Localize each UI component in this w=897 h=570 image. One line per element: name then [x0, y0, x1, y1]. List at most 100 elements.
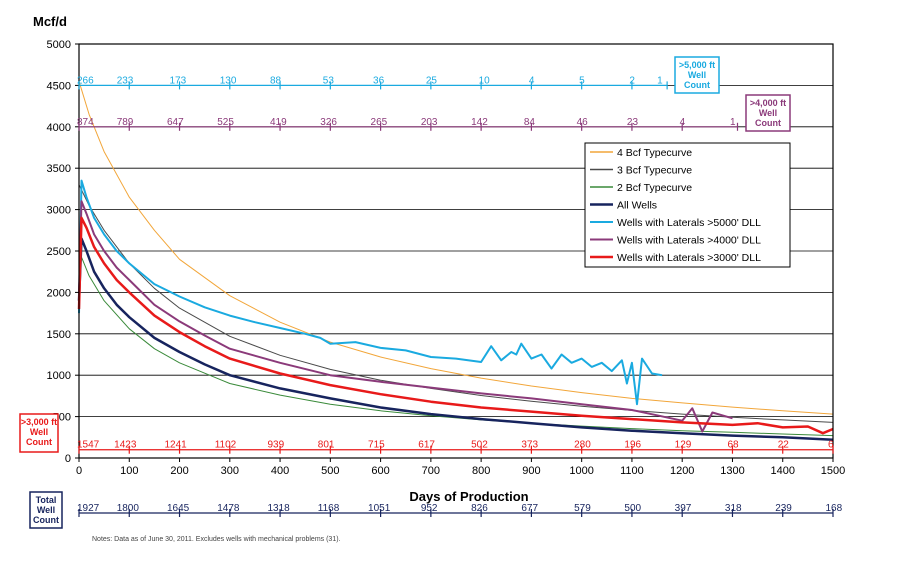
well-count-label-line: Count — [26, 437, 52, 447]
series-line-wells-with-laterals-5000-dll — [78, 179, 663, 406]
well-count-value: 1478 — [217, 503, 240, 514]
y-tick-label: 2000 — [47, 287, 71, 299]
series-line-all-wells — [77, 237, 834, 442]
well-count-value: 1927 — [77, 503, 100, 514]
well-count-label-box — [19, 413, 59, 453]
well-count-label-line: Count — [755, 118, 781, 128]
well-count-value: 1 — [730, 117, 736, 128]
well-count-value: 4 — [529, 75, 535, 86]
x-axis-label: Days of Production — [409, 489, 528, 504]
y-tick-label: 4000 — [47, 122, 71, 134]
well-count-label-line: Count — [684, 80, 710, 90]
y-tick-label: 1000 — [47, 370, 71, 382]
well-count-value: 789 — [117, 117, 134, 128]
legend-label: Wells with Laterals >4000' DLL — [617, 235, 761, 247]
well-count-value: 4 — [680, 117, 686, 128]
well-count-value: 801 — [318, 440, 335, 451]
well-count-value: 280 — [574, 440, 591, 451]
y-axis-label: Mcf/d — [33, 14, 67, 29]
well-count-value: 88 — [270, 75, 282, 86]
well-count-value: 1168 — [318, 503, 340, 514]
legend-label: All Wells — [617, 200, 657, 212]
x-tick-label: 1100 — [620, 465, 644, 477]
well-count-label-line: Total — [36, 495, 57, 505]
y-tick-label: 4500 — [47, 80, 71, 92]
well-count-value: 266 — [77, 75, 94, 86]
y-tick-label: 5000 — [47, 39, 71, 51]
y-tick-label: 0 — [65, 453, 71, 465]
well-count-value: 142 — [471, 117, 488, 128]
well-count-value: 874 — [77, 117, 94, 128]
well-count-label-line: >3,000 ft — [21, 417, 57, 427]
well-count-value: 373 — [521, 440, 538, 451]
well-count-value: 1645 — [167, 503, 190, 514]
legend: 4 Bcf Typecurve 3 Bcf Typecurve 2 Bcf Type… — [584, 142, 791, 268]
well-count-value: 239 — [775, 503, 792, 514]
well-count-value: 1423 — [114, 440, 137, 451]
legend-label: Wells with Laterals >3000' DLL — [617, 252, 761, 264]
well-count-value: 196 — [624, 440, 641, 451]
legend-box — [584, 142, 791, 268]
well-count-value: 502 — [471, 440, 488, 451]
well-count-label-box — [674, 56, 720, 94]
well-count-value: 1051 — [368, 503, 391, 514]
x-tick-label: 200 — [170, 465, 188, 477]
well-count-value: 715 — [368, 440, 385, 451]
well-count-value: 129 — [675, 440, 692, 451]
y-tick-label: 1500 — [47, 329, 71, 341]
x-tick-label: 700 — [422, 465, 440, 477]
well-count-label-line: Well — [759, 108, 777, 118]
x-tick-label: 0 — [76, 465, 82, 477]
series-line-wells-with-laterals-4000-dll — [78, 200, 733, 433]
well-count-row-5-000-ft-well-count: 266 233 173 130 88 53 36 25 10 4 5 2 1 >5,000 ftWellC… — [77, 56, 720, 94]
well-count-value: 939 — [268, 440, 285, 451]
well-count-value: 203 — [421, 117, 438, 128]
legend-label: 3 Bcf Typecurve — [617, 165, 692, 177]
well-count-value: 397 — [675, 503, 692, 514]
well-count-value: 25 — [426, 75, 438, 86]
y-tick-label: 3500 — [47, 163, 71, 175]
well-count-label-line: >5,000 ft — [679, 60, 715, 70]
well-count-row-3-000-ft-well-count: 1547 1423 1241 1102 939 801 715 617 502 373 280 196… — [19, 413, 834, 454]
legend-label: 2 Bcf Typecurve — [617, 182, 692, 194]
well-count-label-line: Well — [37, 505, 55, 515]
well-count-value: 1547 — [77, 440, 100, 451]
x-tick-label: 300 — [221, 465, 239, 477]
series-line-4-bcf-typecurve — [78, 81, 834, 415]
well-count-value: 579 — [574, 503, 591, 514]
well-count-value: 525 — [217, 117, 234, 128]
x-tick-label: 100 — [120, 465, 138, 477]
well-count-value: 23 — [627, 117, 639, 128]
well-count-value: 419 — [270, 117, 287, 128]
well-count-value: 1241 — [164, 440, 187, 451]
well-count-value: 318 — [725, 503, 742, 514]
well-count-value: 1800 — [117, 503, 140, 514]
well-count-value: 173 — [169, 75, 186, 86]
legend-label: Wells with Laterals >5000' DLL — [617, 217, 761, 229]
well-count-value: 6 — [828, 440, 834, 451]
well-count-label-box — [745, 94, 791, 132]
well-count-label-line: Count — [33, 515, 59, 525]
well-count-value: 326 — [320, 117, 337, 128]
well-count-label-line: Well — [30, 427, 48, 437]
well-count-value: 1 — [657, 75, 663, 86]
series-line-2-bcf-typecurve — [78, 250, 834, 437]
well-count-label-box — [29, 491, 63, 529]
well-count-value: 500 — [624, 503, 641, 514]
well-count-label-line: >4,000 ft — [750, 98, 786, 108]
well-count-label-line: Well — [688, 70, 706, 80]
series-line-wells-with-laterals-3000-dll — [77, 216, 834, 435]
x-tick-label: 1300 — [720, 465, 744, 477]
x-tick-label: 1400 — [770, 465, 794, 477]
y-tick-label: 3000 — [47, 205, 71, 217]
legend-label: 4 Bcf Typecurve — [617, 147, 692, 159]
series-layer — [77, 81, 834, 442]
well-count-value: 10 — [479, 75, 491, 86]
x-tick-label: 600 — [371, 465, 389, 477]
x-tick-label: 1500 — [821, 465, 845, 477]
well-count-row-total-well-count: 1927 1800 1645 1478 1318 1168 1051 952 826 677 579… — [29, 491, 843, 529]
well-count-value: 5 — [579, 75, 585, 86]
well-count-value: 265 — [371, 117, 388, 128]
well-count-rows: 266 233 173 130 88 53 36 25 10 4 5 2 1>5,000 ftWellC… — [19, 56, 843, 529]
